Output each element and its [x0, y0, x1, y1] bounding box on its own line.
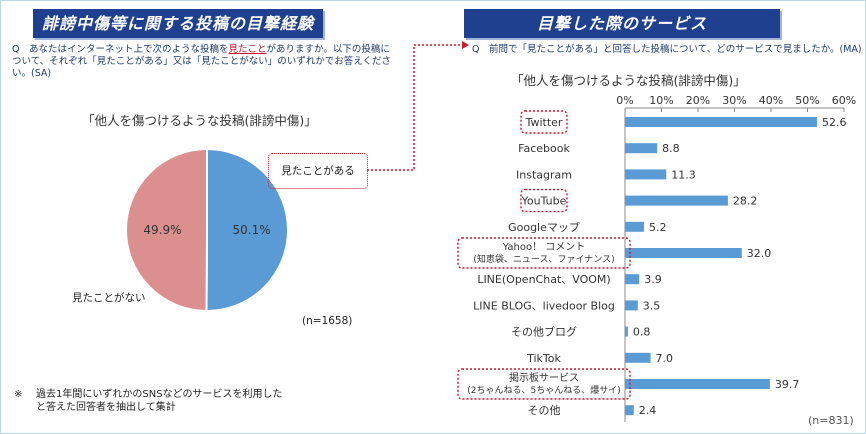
pie-slice: [125, 147, 208, 313]
x-tick-label: 20%: [686, 94, 710, 107]
bar: [625, 117, 817, 127]
left-question: Q あなたはインターネット上で次のような投稿を見たことがありますか。以下の投稿に…: [12, 44, 394, 80]
bar: [625, 274, 640, 285]
x-tick-label: 10%: [649, 94, 673, 107]
bar-value-label: 28.2: [733, 195, 758, 208]
pie-slice-label: 49.9%: [143, 223, 181, 237]
category-label: Yahoo！ コメント: [502, 242, 586, 253]
right-banner: 目撃した際のサービス: [464, 9, 780, 38]
bar-value-label: 3.9: [644, 273, 662, 286]
bar-title: 「他人を傷つけるような投稿(誹謗中傷)」: [511, 73, 746, 88]
x-tick-label: 60%: [832, 94, 856, 107]
bar: [625, 326, 628, 337]
footnote-line-2: と答えた回答者を抽出して集計: [36, 402, 176, 413]
connector-arrowhead: [462, 41, 469, 49]
category-label: Instagram: [516, 168, 572, 181]
highlight-box: [457, 368, 631, 400]
pie-slice-label: 50.1%: [232, 223, 270, 237]
pie-title: 「他人を傷つけるような投稿(誹謗中傷)」: [82, 113, 317, 128]
category-label: その他ブログ: [511, 325, 577, 339]
bar-value-label: 5.2: [649, 221, 667, 234]
x-tick-label: 0%: [616, 94, 633, 107]
bar: [625, 300, 638, 311]
category-label: Facebook: [518, 142, 570, 155]
x-tick-label: 50%: [795, 94, 819, 107]
bar: [625, 248, 742, 258]
pie-slice: [205, 147, 289, 312]
seen-callout: 見たことがある: [268, 153, 368, 189]
bar-value-label: 11.3: [671, 168, 696, 181]
category-label: LINE BLOG、livedoor Blog: [473, 299, 615, 312]
x-tick-label: 40%: [759, 94, 783, 107]
bar: [625, 221, 644, 232]
bar-value-label: 32.0: [747, 247, 772, 260]
pie-sample-size: (n=1658): [302, 315, 353, 327]
category-label: 掲示板サービス: [509, 371, 579, 384]
callout-connector: [367, 44, 462, 171]
bar-value-label: 39.7: [775, 378, 800, 391]
question-text-2: がありますか。以下の投稿について、それぞれ「見たことがある」又は「見たことがない…: [12, 44, 391, 79]
footnote-mark: ※: [14, 389, 23, 400]
category-label: YouTube: [521, 195, 567, 208]
category-sublabel: (2ちゃんねる、5ちゃんねる、爆サイ): [467, 384, 620, 396]
bar-value-label: 8.8: [662, 142, 680, 155]
bar: [625, 405, 634, 416]
category-label: LINE(OpenChat、VOOM): [477, 273, 610, 286]
question-highlight: 見たこと: [228, 44, 267, 55]
category-label: Twitter: [525, 116, 563, 129]
footnote-line-1: 過去1年間にいずれかのSNSなどのサービスを利用した: [36, 389, 283, 400]
bar: [625, 379, 770, 389]
right-question: Q 前問で「見たことがある」と回答した投稿について、どのサービスで見ましたか。(…: [472, 44, 862, 55]
footnote: ※ 過去1年間にいずれかのSNSなどのサービスを利用した と答えた回答者を抽出して…: [14, 388, 283, 414]
bar: [625, 352, 651, 363]
category-label: Googleマップ: [508, 221, 580, 234]
bar-value-label: 3.5: [643, 299, 661, 312]
not-seen-label: 見たことがない: [72, 292, 146, 304]
x-tick-label: 30%: [722, 94, 746, 107]
bar: [625, 143, 658, 154]
bar-value-label: 52.6: [822, 116, 847, 129]
bar-value-label: 0.8: [633, 326, 651, 339]
bar-sample-size: (n=831): [808, 414, 854, 427]
highlight-box: [457, 237, 631, 269]
bar: [625, 195, 728, 206]
left-banner: 誹謗中傷等に関する投稿の目撃経験: [33, 9, 323, 38]
category-label: TikTok: [526, 352, 561, 365]
question-text-1: あなたはインターネット上で次のような投稿を: [29, 44, 229, 55]
category-label: その他: [528, 404, 561, 417]
bar: [625, 169, 667, 180]
question-prefix: Q: [12, 44, 20, 55]
bar-value-label: 2.4: [639, 404, 657, 417]
bar-value-label: 7.0: [656, 352, 674, 365]
category-sublabel: (知恵袋、ニュース、ファイナンス): [473, 253, 614, 265]
